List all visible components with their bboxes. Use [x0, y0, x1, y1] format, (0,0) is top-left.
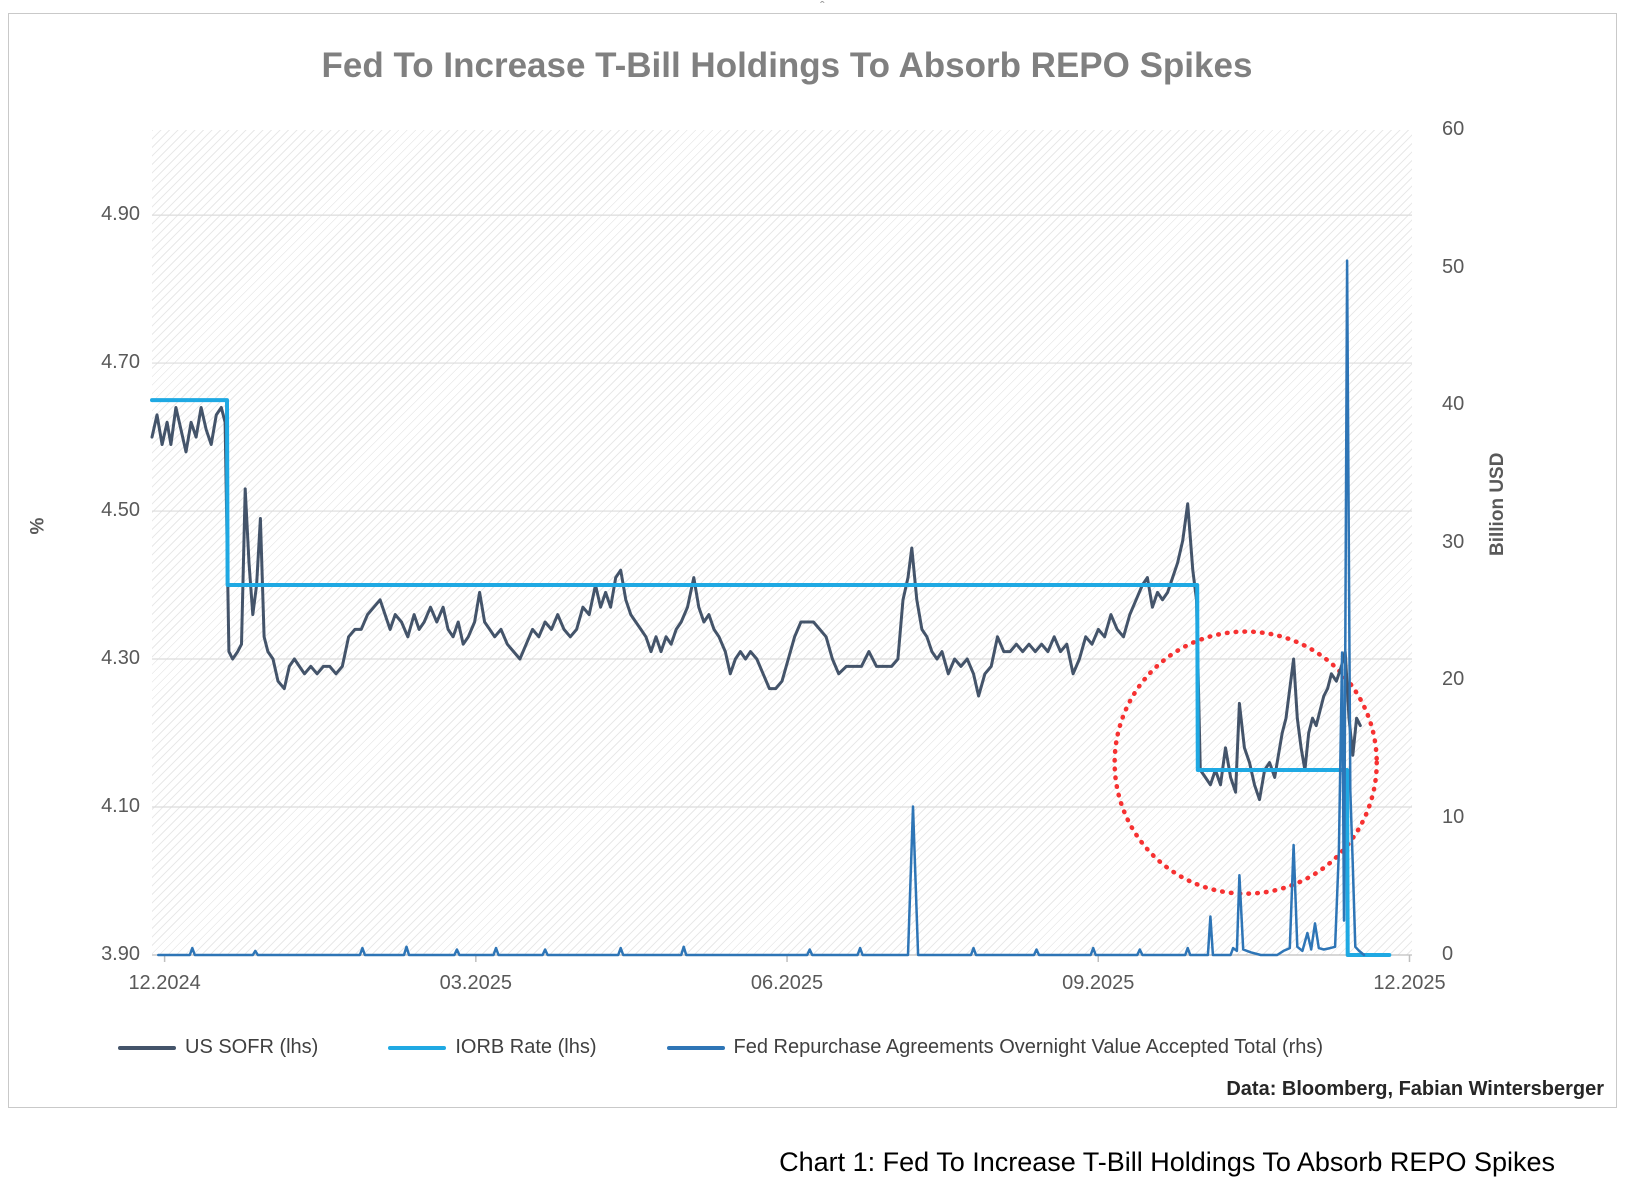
repo-spike-annotation-circle [1112, 629, 1379, 896]
legend-item: IORB Rate (lhs) [388, 1036, 597, 1059]
right-axis-tick-label: 30 [1442, 530, 1465, 553]
right-axis-title: Billion USD [1487, 452, 1508, 556]
series-line-2 [157, 259, 1366, 957]
data-credit: Data: Bloomberg, Fabian Wintersberger [1226, 1078, 1604, 1100]
legend-item: US SOFR (lhs) [118, 1036, 318, 1059]
legend: US SOFR (lhs) IORB Rate (lhs) Fed Repurcha… [118, 1036, 1323, 1059]
right-axis-tick-label: 10 [1442, 805, 1465, 828]
left-axis-tick-label: 4.90 [101, 203, 140, 226]
chart-title: Fed To Increase T-Bill Holdings To Absor… [321, 46, 1253, 85]
series-line-0 [150, 406, 1362, 802]
right-axis-tick-label: 40 [1442, 393, 1465, 415]
legend-item-label: IORB Rate (lhs) [455, 1036, 597, 1058]
legend-item-label: US SOFR (lhs) [185, 1036, 319, 1058]
right-axis-tick-label: 60 [1442, 118, 1465, 140]
right-axis-tick-label: 50 [1442, 255, 1465, 278]
right-axis-tick-label: 20 [1442, 668, 1465, 690]
legend-swatch-line [118, 1045, 176, 1050]
left-axis-tick-label: 4.50 [101, 499, 140, 522]
legend-item-label: Fed Repurchase Agreements Overnight Valu… [733, 1036, 1324, 1058]
series-line-1 [150, 398, 1392, 957]
plot-area [150, 130, 1412, 962]
left-axis-tick-label: 4.30 [101, 647, 140, 670]
legend-swatch-line [666, 1045, 725, 1050]
x-axis-tick-label: 03.2025 [439, 972, 512, 994]
x-axis-tick-label: 12.2025 [1373, 972, 1446, 994]
left-axis-tick-label: 4.70 [101, 351, 140, 374]
left-axis-tick-label: 4.10 [101, 795, 140, 818]
right-axis-tick-label: 0 [1442, 943, 1454, 965]
left-axis-title: % [27, 517, 49, 535]
legend-item: Fed Repurchase Agreements Overnight Valu… [666, 1036, 1324, 1059]
left-axis-tick-label: 3.90 [101, 943, 140, 965]
chart-canvas [150, 214, 1412, 962]
top-edge-artifact: ˆ [820, 0, 825, 14]
x-axis-tick-label: 09.2025 [1062, 972, 1135, 994]
x-axis-tick-label: 06.2025 [750, 972, 824, 994]
figure-caption: Chart 1: Fed To Increase T-Bill Holdings… [779, 1147, 1555, 1177]
legend-swatch-line [388, 1045, 447, 1050]
x-axis-tick-label: 12.2024 [128, 972, 201, 994]
